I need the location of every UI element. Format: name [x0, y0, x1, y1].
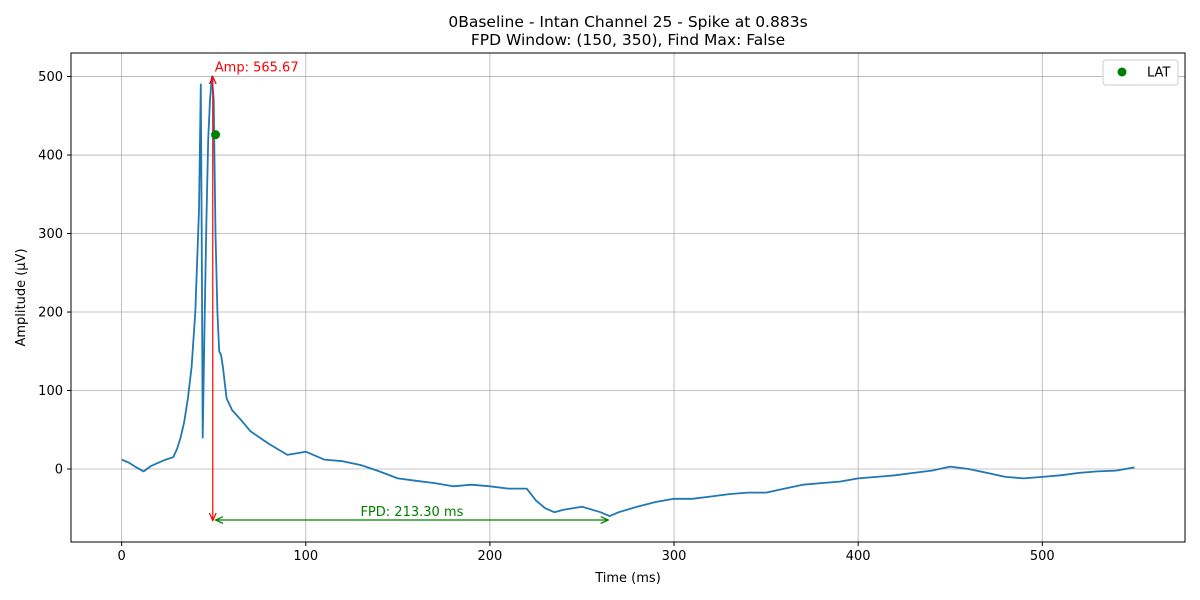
plot-frame [70, 52, 1186, 543]
y-tick-label: 100 [38, 384, 63, 399]
y-tick-label: 300 [38, 227, 63, 242]
x-tick-label: 500 [1030, 549, 1055, 564]
x-tick-label: 0 [117, 549, 125, 564]
y-tick-label: 500 [38, 70, 63, 85]
lat-point [211, 130, 221, 140]
chart-title-line1: 0Baseline - Intan Channel 25 - Spike at … [448, 13, 807, 31]
x-tick-label: 200 [477, 549, 502, 564]
legend-marker-lat [1117, 67, 1127, 77]
x-tick-label: 300 [662, 549, 687, 564]
x-axis: 0 100 200 300 400 500 [117, 542, 1055, 564]
series-layer [121, 75, 1135, 517]
y-tick-label: 0 [55, 463, 63, 478]
signal-trace [121, 75, 1135, 517]
legend: LAT [1102, 59, 1179, 86]
legend-box [1102, 59, 1179, 86]
y-tick-label: 400 [38, 149, 63, 164]
legend-label-lat: LAT [1147, 66, 1170, 81]
x-axis-label: Time (ms) [594, 571, 661, 586]
y-axis-label: Amplitude (µV) [14, 248, 29, 346]
y-axis: 0 100 200 300 400 500 [38, 70, 71, 478]
grid [71, 53, 1185, 542]
x-tick-label: 100 [293, 549, 318, 564]
chart-title-line2: FPD Window: (150, 350), Find Max: False [471, 31, 785, 49]
y-tick-label: 200 [38, 306, 63, 321]
fpd-label: FPD: 213.30 ms [360, 505, 463, 520]
annotation-layer: Amp: 565.67 FPD: 213.30 ms [211, 61, 608, 521]
x-tick-label: 400 [846, 549, 871, 564]
amp-label: Amp: 565.67 [215, 61, 299, 76]
